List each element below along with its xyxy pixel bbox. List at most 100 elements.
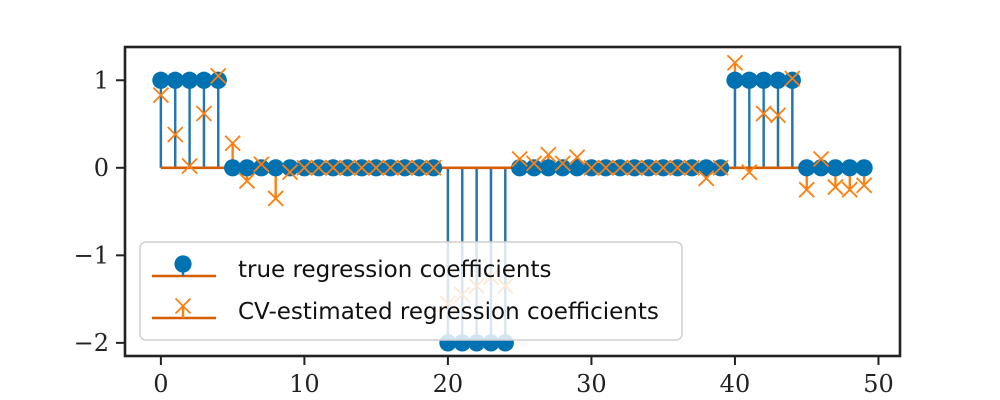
x-marker-stroke [267, 190, 284, 207]
y-tick-label: −2 [74, 329, 109, 357]
true-coefficient-marker [826, 159, 845, 177]
x-marker-stroke [281, 164, 299, 181]
cv-estimate-marker [224, 135, 241, 152]
cv-estimate-marker [698, 170, 715, 187]
x-marker-stroke [511, 150, 528, 168]
cv-estimate-marker [368, 159, 385, 176]
x-marker-stroke [540, 146, 557, 163]
cv-estimate-marker [296, 159, 313, 176]
cv-estimate-marker [210, 67, 227, 85]
x-marker-stroke [181, 157, 198, 175]
legend-entry-cv: CV-estimated regression coefficients [152, 297, 659, 325]
x-marker-stroke [525, 155, 543, 172]
y-tick-label: −1 [74, 241, 109, 269]
x-marker-stroke [798, 181, 815, 198]
legend-circle-marker [174, 255, 192, 273]
x-marker-stroke [411, 159, 428, 176]
cv-estimate-marker [812, 150, 830, 168]
x-marker-stroke [382, 159, 399, 176]
true-coefficient-marker [841, 159, 859, 177]
x-marker-stroke [324, 159, 342, 176]
x-marker-stroke [741, 164, 758, 181]
cv-estimate-marker [827, 178, 844, 196]
x-marker-stroke [353, 159, 370, 176]
x-marker-stroke [425, 159, 442, 176]
x-tick-label: 20 [433, 370, 464, 398]
x-marker-stroke [597, 159, 614, 176]
cv-estimate-marker [712, 159, 729, 176]
x-marker-stroke [784, 70, 801, 87]
true-coefficient-marker [152, 71, 170, 89]
x-tick-label: 50 [863, 370, 894, 398]
cv-estimate-marker [425, 159, 442, 176]
x-marker-stroke [296, 159, 313, 176]
cv-estimate-marker [167, 126, 184, 143]
cv-estimate-marker [669, 159, 686, 176]
true-coefficient-marker [783, 71, 801, 89]
x-marker-stroke [224, 135, 241, 152]
true-coefficient-marker [568, 159, 586, 177]
cv-estimate-marker [726, 54, 744, 71]
true-coefficient-marker [238, 159, 256, 177]
cv-estimate-marker [612, 159, 629, 176]
cv-estimate-marker [841, 181, 858, 198]
x-marker-stroke [612, 159, 629, 176]
cv-estimate-marker [755, 105, 772, 122]
x-marker-stroke [210, 67, 227, 85]
x-marker-stroke [554, 155, 571, 172]
cv-estimate-marker [195, 105, 213, 122]
true-coefficient-marker [726, 71, 744, 89]
cv-estimate-marker [683, 159, 701, 176]
cv-estimate-marker [855, 177, 873, 194]
cv-estimate-marker [640, 159, 657, 176]
cv-estimate-marker [741, 164, 758, 181]
cv-estimate-marker [267, 190, 284, 207]
x-marker-stroke [583, 159, 600, 176]
x-marker-stroke [655, 159, 672, 176]
x-marker-stroke [669, 159, 686, 176]
x-marker-stroke [152, 87, 170, 104]
true-coefficient-marker [281, 159, 299, 177]
x-marker-stroke [855, 177, 873, 194]
cv-estimate-marker [540, 146, 557, 163]
legend-x-marker [174, 297, 192, 315]
x-marker-stroke [769, 107, 787, 124]
cv-estimate-marker [583, 159, 600, 176]
cv-estimate-marker [181, 157, 198, 175]
x-tick-label: 10 [289, 370, 320, 398]
cv-estimate-marker [396, 159, 413, 176]
cv-estimate-marker [626, 159, 643, 176]
x-marker-stroke [626, 159, 643, 176]
x-marker-stroke [640, 159, 657, 176]
cv-estimate-marker [324, 159, 342, 176]
true-coefficient-marker [525, 159, 543, 177]
legend-box [139, 241, 683, 341]
x-marker-stroke [195, 105, 213, 122]
x-marker-stroke [698, 170, 715, 187]
x-tick-label: 30 [576, 370, 607, 398]
true-coefficient-marker [252, 159, 270, 177]
x-marker-stroke [827, 178, 844, 196]
cv-estimate-marker [525, 155, 543, 172]
true-coefficient-marker [195, 71, 213, 89]
x-marker-stroke [726, 54, 744, 71]
legend-entry-true: true regression coefficients [152, 255, 552, 283]
true-coefficient-marker [539, 159, 557, 177]
cv-estimate-marker [784, 70, 801, 87]
true-coefficient-marker [755, 71, 773, 89]
cv-estimate-marker [769, 107, 787, 124]
cv-estimate-marker [310, 159, 327, 176]
cv-estimate-marker [597, 159, 614, 176]
legend-label: true regression coefficients [238, 257, 552, 283]
cv-estimate-marker [382, 159, 399, 176]
y-tick-label: 1 [94, 66, 109, 94]
y-tick-label: 0 [94, 154, 109, 182]
cv-estimate-marker [238, 172, 256, 190]
x-marker-stroke [712, 159, 729, 176]
x-marker-stroke [368, 159, 385, 176]
true-coefficient-marker [697, 159, 715, 177]
x-marker-stroke [238, 172, 256, 190]
